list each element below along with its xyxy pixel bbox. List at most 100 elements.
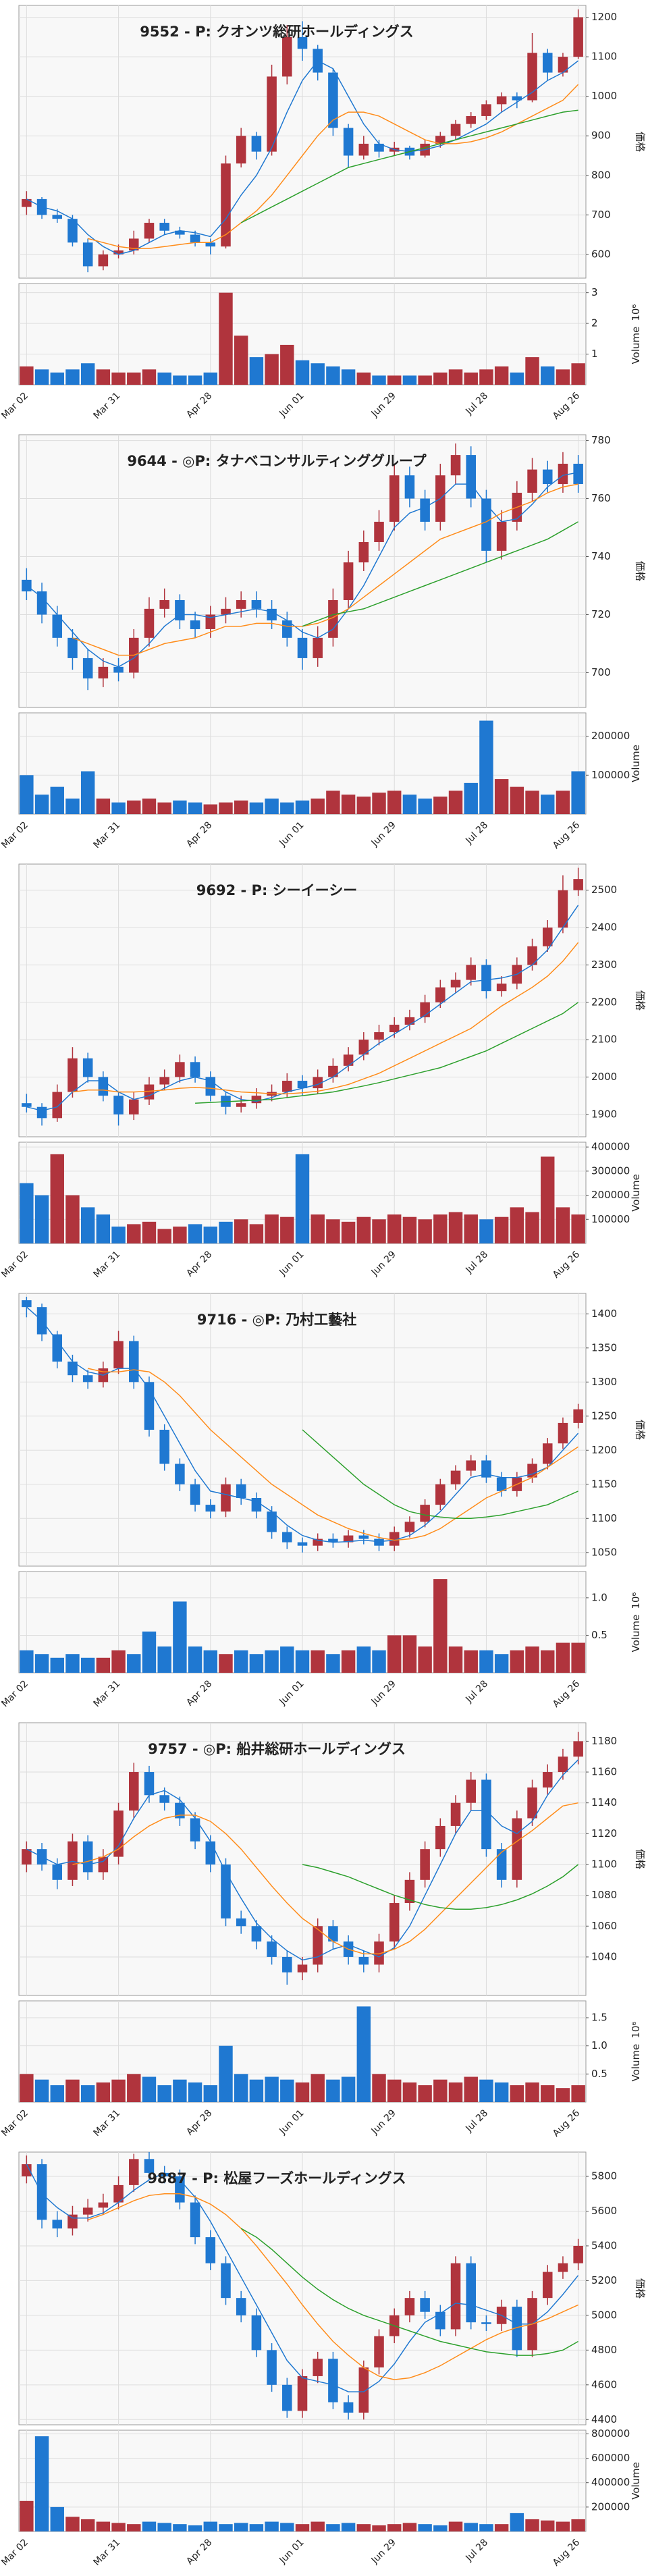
candle-body [236, 1103, 246, 1107]
candle-body [558, 1756, 568, 1773]
volume-bar [173, 2524, 187, 2531]
volume-bar [494, 366, 509, 385]
y-tick-label: 1000 [591, 90, 617, 102]
volume-tick-label: 3 [591, 286, 598, 298]
moving-average-line [26, 1306, 579, 1543]
volume-bar [448, 2082, 463, 2102]
candle-body [450, 980, 461, 988]
volume-axis-label: Volume 10⁶ [630, 304, 642, 365]
candle-body [435, 1825, 446, 1850]
candle-body [297, 2376, 308, 2411]
candle-body [52, 1864, 63, 1880]
volume-tick-label: 2 [591, 317, 598, 329]
candle-body [466, 2263, 476, 2323]
candle-body [205, 614, 216, 629]
y-tick-label: 1250 [591, 1410, 617, 1422]
volume-bar [356, 2006, 371, 2102]
candle-body [52, 215, 63, 219]
volume-bar [280, 802, 294, 814]
volume-bar [372, 1219, 386, 1243]
candle-body [527, 946, 537, 965]
volume-bar [188, 2525, 202, 2531]
y-tick-label: 1200 [591, 1444, 617, 1456]
candle-body [358, 143, 369, 156]
volume-bar [556, 1207, 570, 1243]
volume-bar [127, 2074, 141, 2102]
volume-bar [65, 798, 80, 814]
x-tick-label: Jul 28 [463, 390, 490, 417]
candle-body [404, 1879, 415, 1904]
volume-bar [20, 2074, 34, 2102]
candle-body [343, 1535, 354, 1542]
x-tick-label: Mar 31 [91, 1678, 122, 1709]
volume-bar [111, 1650, 126, 1673]
volume-bar [510, 1650, 524, 1673]
volume-bar [96, 1214, 111, 1243]
candle-body [573, 879, 583, 890]
volume-bar [142, 369, 157, 385]
x-tick-label: Apr 28 [184, 1249, 214, 1279]
x-tick-label: Aug 26 [551, 1678, 582, 1709]
candle-body [481, 1460, 491, 1478]
candle-body [374, 521, 384, 543]
candle-body [82, 1841, 93, 1873]
volume-label: Volume [630, 745, 642, 782]
candle-body [297, 1080, 308, 1089]
candle-body [466, 1460, 476, 1471]
volume-bar [111, 2079, 126, 2102]
candle-body [175, 1062, 185, 1077]
candle-body [190, 620, 200, 629]
volume-bar [464, 2076, 478, 2102]
candle-body [190, 1818, 200, 1842]
y-tick-label: 2200 [591, 996, 617, 1008]
volume-bar [356, 797, 371, 814]
candle-body [144, 2159, 155, 2173]
volume-bar [571, 2085, 585, 2102]
volume-bar [234, 1650, 248, 1673]
moving-average-line [26, 472, 578, 668]
y-axis-label: 価格 [634, 990, 647, 1011]
candle-body [573, 1741, 583, 1757]
x-tick-label: Jun 29 [369, 390, 398, 419]
y-tick-label: 1040 [591, 1950, 617, 1962]
candle-body [297, 637, 308, 658]
volume-bar [20, 1183, 34, 1243]
volume-bar [203, 1650, 217, 1673]
x-tick-label: Jun 29 [369, 2537, 398, 2566]
candle-body [404, 475, 415, 499]
candle-body [404, 2298, 415, 2315]
candle-body [144, 1772, 155, 1796]
y-tick-label: 5800 [591, 2170, 617, 2182]
volume-bar [142, 2076, 157, 2102]
x-tick-label: Apr 28 [184, 390, 214, 420]
volume-bar [464, 1214, 478, 1243]
candle-body [159, 1795, 169, 1803]
volume-bar [326, 1654, 340, 1673]
volume-bar [448, 1646, 463, 1673]
candle-body [435, 1484, 446, 1505]
candle-body [82, 1058, 93, 1077]
volume-bar [249, 802, 264, 814]
candle-body [358, 1040, 369, 1055]
candle-body [282, 1080, 292, 1092]
volume-bar [96, 369, 111, 385]
y-axis-label: 価格 [634, 132, 647, 152]
stock-panel: Mar 02 Mar 31 Apr 28 Jun 01 Jun 29 Jul 28 Aug … [0, 863, 647, 1281]
volume-bar [525, 1646, 539, 1673]
volume-bar [50, 2506, 64, 2531]
candle-body [542, 469, 553, 485]
candle-body [144, 608, 155, 638]
volume-bar [372, 2525, 386, 2531]
candle-body [113, 1341, 124, 1369]
candle-body [527, 469, 537, 493]
stock-panel: Mar 02 Mar 31 Apr 28 Jun 01 Jun 29 Jul 28 Aug … [0, 1722, 647, 2139]
candle-body [450, 1470, 461, 1484]
candle-body [267, 1511, 277, 1532]
candle-body [22, 1300, 32, 1308]
candle-body [36, 2164, 47, 2220]
volume-label: Volume [630, 2462, 642, 2500]
volume-bar [433, 2525, 448, 2531]
y-tick-label: 1900 [591, 1108, 617, 1120]
y-tick-label: 1080 [591, 1889, 617, 1901]
